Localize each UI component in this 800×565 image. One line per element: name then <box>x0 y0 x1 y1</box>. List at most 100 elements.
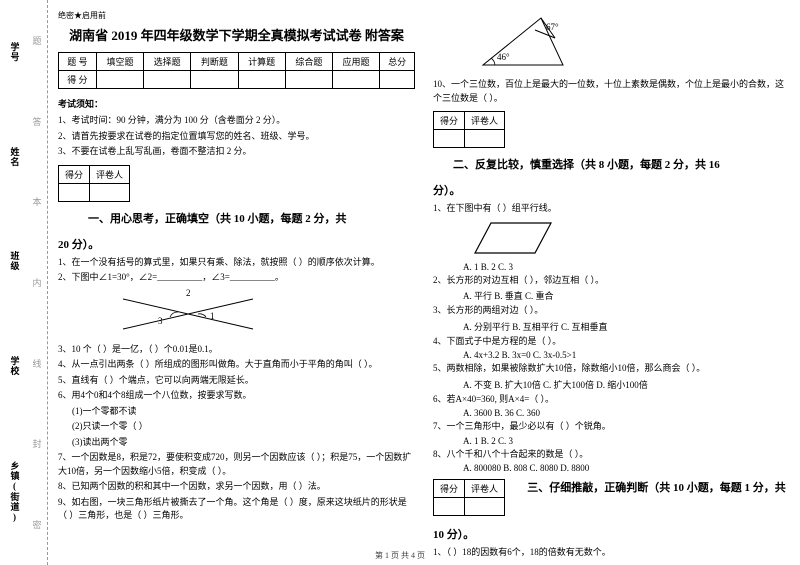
scorebox-score: 得分 <box>59 165 90 183</box>
section1-heading-b: 20 分）。 <box>58 236 415 252</box>
notice-item-3: 3、不要在试卷上乱写乱画，卷面不整洁扣 2 分。 <box>58 145 415 159</box>
binding-margin: 学号 姓名 班级 学校 乡镇(街道) 题 答 本 内 线 封 密 <box>0 0 48 565</box>
mark-0: 题 <box>31 36 44 45</box>
page-content: 绝密★启用前 湖南省 2019 年四年级数学下学期全真模拟考试试卷 附答案 题 … <box>58 10 790 547</box>
label-town: 乡镇(街道) <box>9 461 22 523</box>
s2-q5: 5、两数相除，如果被除数扩大10倍，除数缩小10倍，那么商会（ ）。 <box>433 362 790 376</box>
angle-diagram: 2 3 1 <box>118 289 415 339</box>
angle-46: 46° <box>497 52 510 62</box>
s1-q3: 3、10 个（ ）是一亿，（ ）个0.01是0.1。 <box>58 343 415 357</box>
s2-q2-opts: A. 平行 B. 垂直 C. 重合 <box>463 289 790 302</box>
s1-q6: 6、用4个0和4个8组成一个八位数，按要求写数。 <box>58 389 415 403</box>
s1-q7: 7、一个因数是8，积是72，要使积变成720，则另一个因数应该（ ）；积是75，… <box>58 451 415 478</box>
binding-marks: 题 答 本 内 线 封 密 <box>30 0 44 565</box>
section3-heading-a: 三、仔细推敲，正确判断（共 10 小题，每题 1 分，共 <box>527 479 786 495</box>
cell-blank <box>238 71 285 89</box>
mark-4: 线 <box>31 359 44 368</box>
s2-q6: 6、若A×40=360, 则A×4=（ ）。 <box>433 393 790 407</box>
s1-q1: 1、在一个没有括号的算式里，如果只有乘、除法，就按照（ ）的顺序依次计算。 <box>58 256 415 270</box>
row-score-label: 得 分 <box>59 71 97 89</box>
scorebox-grader: 评卷人 <box>465 480 505 498</box>
section2-heading-a: 二、反复比较，慎重选择（共 8 小题，每题 2 分，共 16 <box>453 156 720 172</box>
s2-q8: 8、八个千和八个十合起来的数是（ ）。 <box>433 448 790 462</box>
th-choice: 选择题 <box>144 53 191 71</box>
notice-heading: 考试须知： <box>58 97 415 110</box>
section-scorebox-2: 得分 评卷人 <box>433 111 505 148</box>
score-table: 题 号 填空题 选择题 判断题 计算题 综合题 应用题 总分 得 分 <box>58 52 415 89</box>
label-student-id: 学号 <box>9 42 22 62</box>
cell-blank <box>465 130 505 148</box>
th-calc: 计算题 <box>238 53 285 71</box>
cell-blank <box>59 183 90 201</box>
cell-blank <box>191 71 238 89</box>
s2-q7-opts: A. 1 B. 2 C. 3 <box>463 436 790 446</box>
scorebox-score: 得分 <box>434 480 465 498</box>
cell-blank <box>285 71 332 89</box>
th-judge: 判断题 <box>191 53 238 71</box>
svg-text:1: 1 <box>210 311 215 321</box>
s2-q4-opts: A. 4x+3.2 B. 3x=0 C. 3x-0.5>1 <box>463 350 790 360</box>
section-scorebox-3: 得分 评卷人 <box>433 479 505 516</box>
s2-q8-opts: A. 800080 B. 808 C. 8080 D. 8800 <box>463 463 790 473</box>
label-class: 班级 <box>9 251 22 271</box>
scorebox-grader: 评卷人 <box>90 165 130 183</box>
notice-item-2: 2、请首先按要求在试卷的指定位置填写您的姓名、班级、学号。 <box>58 130 415 144</box>
section2-heading-b: 分）。 <box>433 182 790 198</box>
label-name: 姓名 <box>9 147 22 167</box>
s1-q6c: (3)读出两个零 <box>72 436 415 450</box>
secret-label: 绝密★启用前 <box>58 10 415 21</box>
s1-q5: 5、直线有（ ）个端点，它可以向两端无限延长。 <box>58 374 415 388</box>
cell-blank <box>380 71 415 89</box>
th-total: 总分 <box>380 53 415 71</box>
mark-3: 内 <box>31 278 44 287</box>
binding-labels: 学号 姓名 班级 学校 乡镇(街道) <box>8 0 22 565</box>
section-scorebox-1: 得分 评卷人 <box>58 165 130 202</box>
s1-q10: 10、一个三位数，百位上是最大的一位数，十位上素数是偶数，个位上是最小的合数，这… <box>433 78 790 105</box>
s2-q1: 1、在下图中有（ ）组平行线。 <box>433 202 790 216</box>
s1-q4: 4、从一点引出两条（ ）所组成的图形叫做角。大于直角而小于平角的角叫（ ）。 <box>58 358 415 372</box>
cell-blank <box>434 498 465 516</box>
svg-text:3: 3 <box>158 316 163 326</box>
page-footer: 第 1 页 共 4 页 <box>0 550 800 561</box>
th-fill: 填空题 <box>96 53 143 71</box>
s2-q3-opts: A. 分别平行 B. 互相平行 C. 互相垂直 <box>463 320 790 333</box>
triangle-diagram: 67° 46° <box>473 10 790 74</box>
mark-5: 封 <box>31 439 44 448</box>
cell-blank <box>96 71 143 89</box>
s2-q1-opts: A. 1 B. 2 C. 3 <box>463 262 790 272</box>
mark-6: 密 <box>31 520 44 529</box>
scorebox-score: 得分 <box>434 112 465 130</box>
s2-q4: 4、下面式子中是方程的是（ ）。 <box>433 335 790 349</box>
exam-title: 湖南省 2019 年四年级数学下学期全真模拟考试试卷 附答案 <box>58 25 415 44</box>
section1-heading-a: 一、用心思考，正确填空（共 10 小题，每题 2 分，共 <box>88 210 347 226</box>
th-num: 题 号 <box>59 53 97 71</box>
s1-q6a: (1)一个零都不读 <box>72 405 415 419</box>
angle-67: 67° <box>546 22 559 32</box>
s1-q6b: (2)只读一个零（ ） <box>72 420 415 434</box>
th-app: 应用题 <box>332 53 379 71</box>
left-column: 绝密★启用前 湖南省 2019 年四年级数学下学期全真模拟考试试卷 附答案 题 … <box>58 10 415 547</box>
s2-q7: 7、一个三角形中，最少必以有（ ）个锐角。 <box>433 420 790 434</box>
right-column: 67° 46° 10、一个三位数，百位上是最大的一位数，十位上素数是偶数，个位上… <box>433 10 790 547</box>
cell-blank <box>465 498 505 516</box>
s2-q6-opts: A. 3600 B. 36 C. 360 <box>463 408 790 418</box>
label-school: 学校 <box>9 356 22 376</box>
notice-item-1: 1、考试时间：90 分钟，满分为 100 分（含卷面分 2 分）。 <box>58 114 415 128</box>
s1-q8: 8、已知两个因数的积和其中一个因数，求另一个因数，用（ ）法。 <box>58 480 415 494</box>
scorebox-grader: 评卷人 <box>465 112 505 130</box>
mark-1: 答 <box>31 117 44 126</box>
parallelogram-diagram <box>473 218 790 260</box>
svg-text:2: 2 <box>186 289 191 298</box>
s2-q5-opts: A. 不变 B. 扩大10倍 C. 扩大100倍 D. 缩小100倍 <box>463 378 790 391</box>
th-comp: 综合题 <box>285 53 332 71</box>
s1-q9: 9、如右图，一块三角形纸片被撕去了一个角。这个角是（ ）度，原来这块纸片的形状是… <box>58 496 415 523</box>
cell-blank <box>144 71 191 89</box>
mark-2: 本 <box>31 197 44 206</box>
cell-blank <box>90 183 130 201</box>
cell-blank <box>332 71 379 89</box>
s1-q2: 2、下图中∠1=30°，∠2=__________，∠3=__________。 <box>58 271 415 285</box>
s2-q3: 3、长方形的两组对边（ ）。 <box>433 304 790 318</box>
cell-blank <box>434 130 465 148</box>
section3-heading-b: 10 分）。 <box>433 526 790 542</box>
s2-q2: 2、长方形的对边互相（ ），邻边互相（ ）。 <box>433 274 790 288</box>
